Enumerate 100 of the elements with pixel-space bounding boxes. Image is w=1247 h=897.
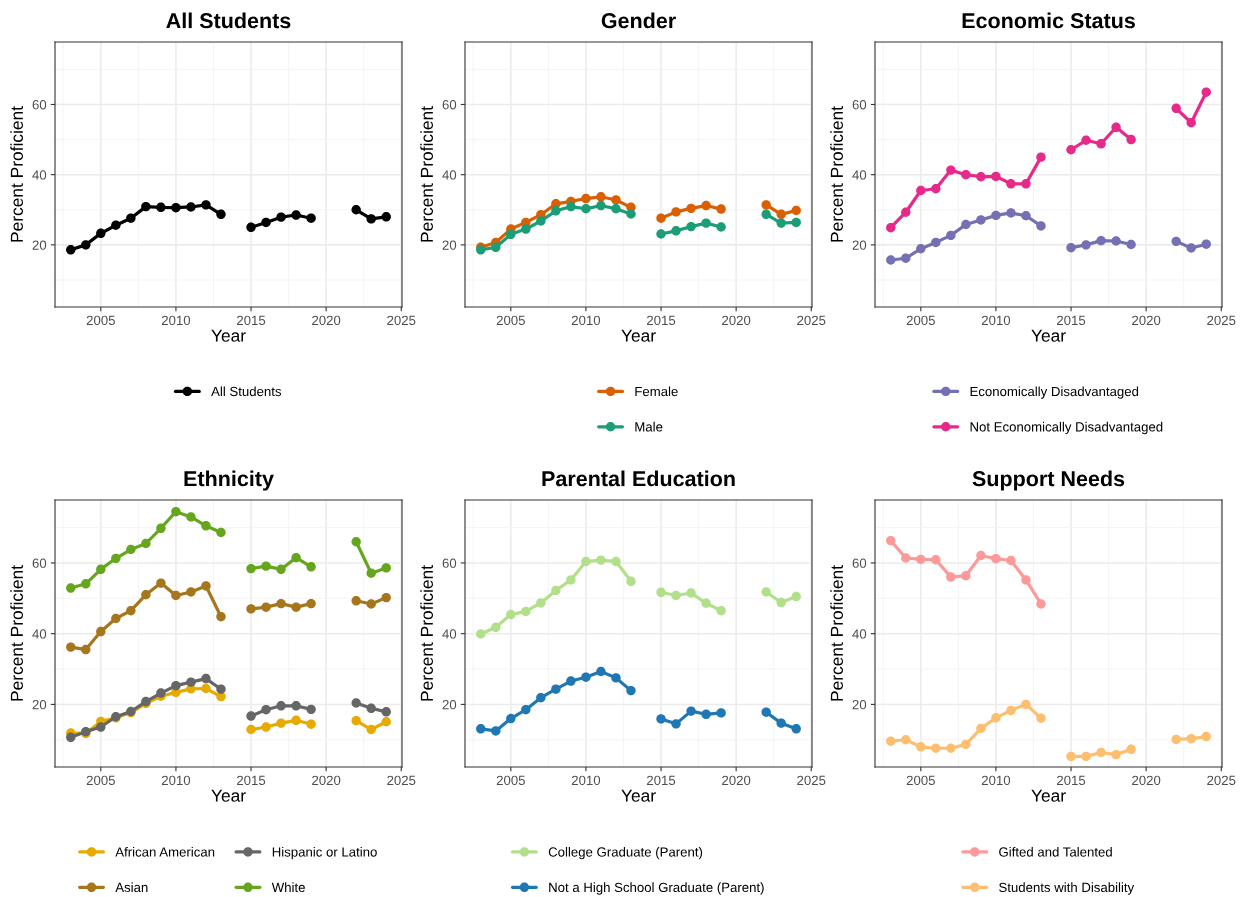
y-axis-title: Percent Proficient [830,565,843,701]
y-axis-title: Percent Proficient [420,565,433,701]
point [366,724,376,735]
y-axis-title: Percent Proficient [830,106,843,242]
x-tick-label: 2015 [647,775,676,786]
point [381,212,391,222]
point [246,711,256,721]
point [1036,599,1046,609]
point [261,602,271,612]
point [1036,713,1046,723]
point [776,218,786,228]
x-tick-label: 2015 [237,315,266,326]
point [1006,555,1016,566]
legend-label: Not a High School Graduate (Parent) [549,882,764,895]
point [566,201,576,212]
point [931,743,941,753]
y-tick-label: 20 [32,699,47,710]
y-tick-label: 40 [852,170,867,180]
x-tick-label: 2005 [906,315,935,326]
y-axis-title: Percent Proficient [420,106,433,242]
chart-title: Ethnicity [184,470,274,491]
point [291,715,301,726]
point [126,213,136,223]
point [931,237,941,248]
point [976,723,986,734]
point [351,205,361,215]
point [476,629,486,639]
point [491,726,501,736]
point [186,512,196,522]
point [536,692,546,703]
point [351,698,361,708]
point [946,165,956,175]
point [276,212,286,222]
point [506,609,516,620]
point [141,590,151,600]
point [701,200,711,211]
point [776,718,786,728]
y-axis-title: Percent Proficient [10,565,23,701]
x-tick-label: 2005 [86,315,115,326]
point [961,570,971,581]
point [351,715,361,726]
point [306,562,316,572]
x-axis-title: Year [621,329,656,342]
point [261,704,271,715]
x-tick-label: 2020 [722,775,751,786]
x-tick-label: 2010 [571,315,601,326]
point [611,673,621,683]
point [1126,239,1136,250]
point [1171,236,1181,247]
x-tick-label: 2025 [797,315,826,326]
point [566,575,576,585]
point [126,544,136,555]
point [961,219,971,230]
point [916,742,926,752]
point [156,523,166,534]
x-tick-label: 2025 [387,775,416,786]
x-tick-label: 2010 [571,775,601,786]
point [1096,235,1106,246]
point [201,683,211,694]
point [976,172,986,182]
point [1126,134,1136,145]
legend-label: Female [635,386,678,397]
point [551,206,561,216]
point [581,204,591,214]
point [776,209,786,220]
y-tick-label: 20 [852,240,867,250]
y-tick-label: 20 [852,699,867,710]
x-tick-label: 2010 [161,315,191,326]
point [291,701,301,711]
point [491,242,501,253]
point [506,229,516,240]
legend-label: White [271,882,305,893]
y-tick-label: 60 [32,100,47,110]
x-tick-label: 2005 [906,775,935,786]
point [66,245,76,255]
point [886,535,896,546]
x-tick-label: 2005 [86,775,115,786]
point [141,201,151,212]
point [916,185,926,196]
point [81,644,91,655]
point [946,230,956,241]
point [551,684,561,694]
point [791,205,801,216]
point [111,613,121,624]
point [216,209,226,220]
point [901,553,911,563]
point [186,677,196,687]
point [366,568,376,578]
legend-label: Students with Disability [999,882,1135,895]
point [1171,103,1181,114]
y-tick-label: 40 [32,170,47,180]
chart-title: All Students [166,12,291,29]
point [1066,751,1076,762]
point [216,527,226,538]
point [901,735,911,745]
point [791,724,801,734]
point [186,587,196,597]
point [1111,236,1121,246]
chart-title: Economic Status [962,12,1135,29]
point [261,722,271,732]
